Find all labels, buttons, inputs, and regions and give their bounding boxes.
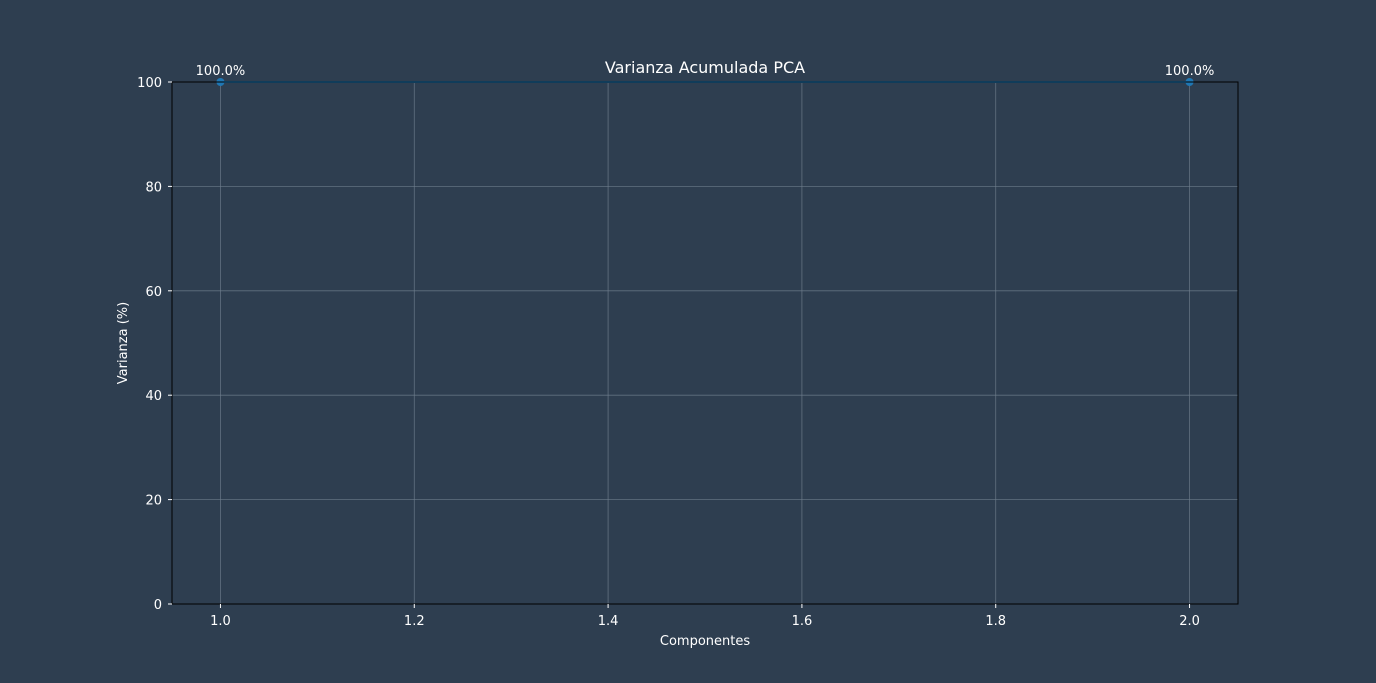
y-axis-label: Varianza (%) [116,302,131,384]
plot-frame [171,81,1239,605]
y-tick-label: 40 [145,389,162,404]
x-tick-label: 1.0 [210,614,231,629]
data-label: 100.0% [1165,64,1215,79]
y-tick-label: 60 [145,285,162,300]
y-tick-label: 20 [145,494,162,509]
y-tick-label: 0 [154,598,162,613]
grid-layer [172,81,1238,605]
chart-title: Varianza Acumulada PCA [605,58,805,77]
x-tick-label: 1.4 [598,614,619,629]
x-tick-label: 1.2 [404,614,425,629]
y-tick-label: 80 [145,180,162,195]
x-tick-label: 1.8 [985,614,1006,629]
label-layer: 100.0% 100.0% [196,64,1215,79]
x-tick-label: 1.6 [792,614,813,629]
tick-layer: 1.0 1.2 1.4 1.6 1.8 2.0 0 20 40 60 80 100 [137,76,1200,629]
y-tick-label: 100 [137,76,162,91]
x-axis-label: Componentes [660,634,750,649]
frame-layer [171,81,1239,605]
data-label: 100.0% [196,64,246,79]
x-tick-label: 2.0 [1179,614,1200,629]
